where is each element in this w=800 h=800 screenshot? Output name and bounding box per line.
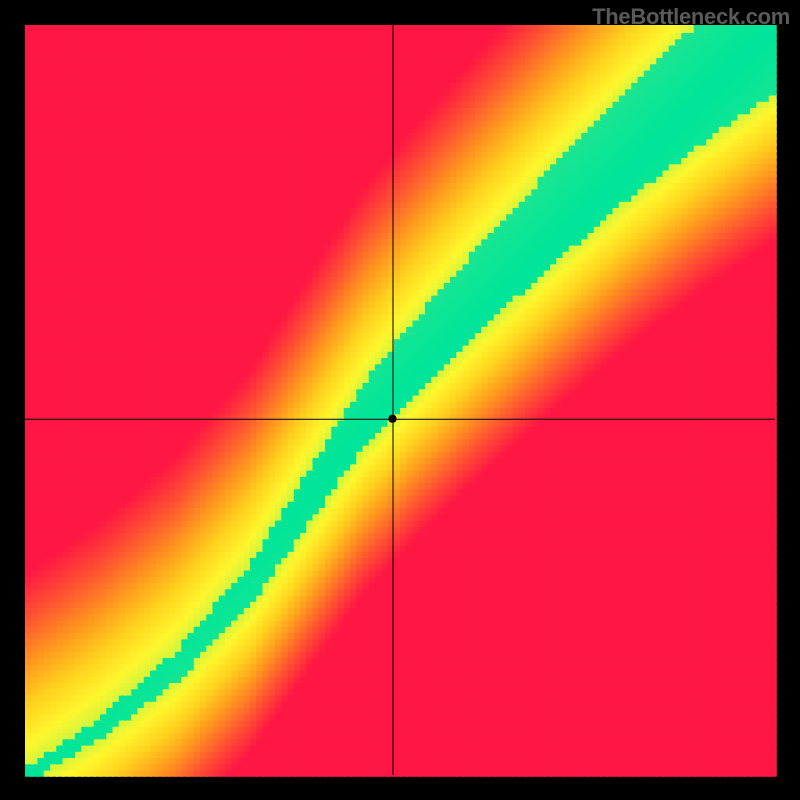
chart-container: TheBottleneck.com bbox=[0, 0, 800, 800]
watermark-text: TheBottleneck.com bbox=[592, 4, 790, 30]
bottleneck-heatmap bbox=[0, 0, 800, 800]
